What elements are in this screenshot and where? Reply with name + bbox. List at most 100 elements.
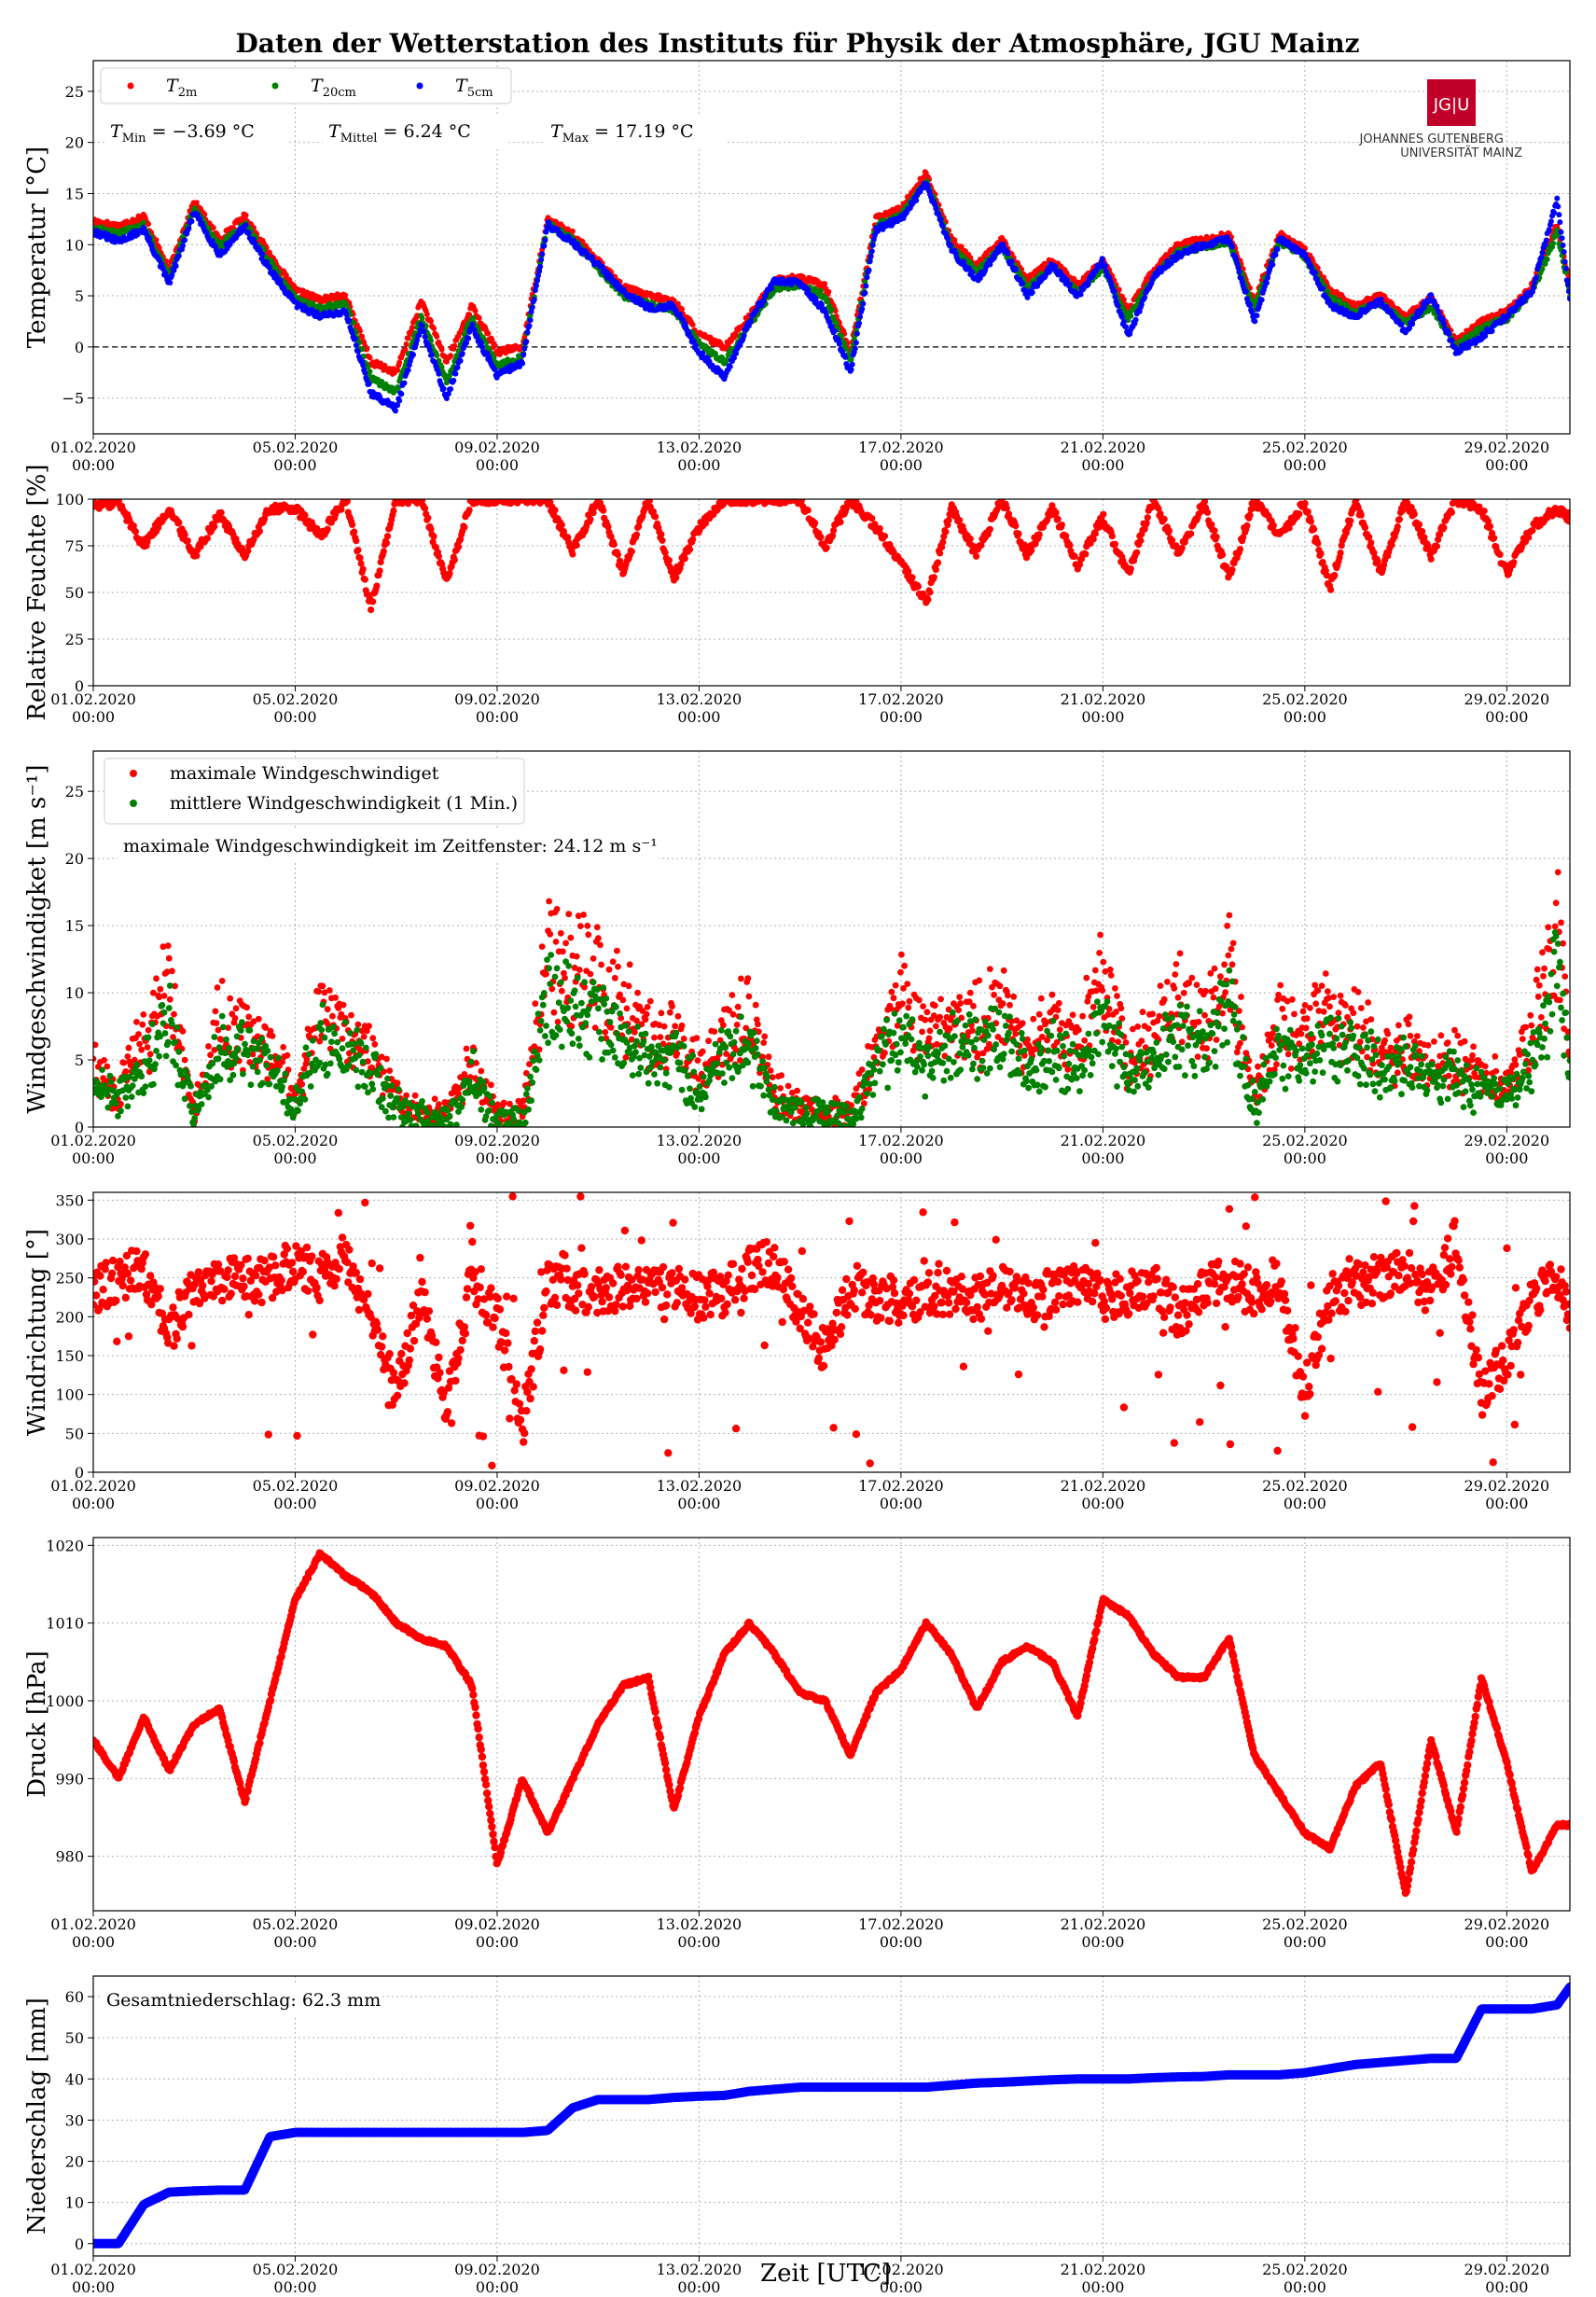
data-point (1561, 258, 1568, 265)
data-point (414, 313, 421, 319)
data-point (1539, 266, 1546, 271)
data-point (395, 367, 401, 373)
data-point (521, 345, 528, 352)
data-point (346, 317, 353, 324)
data-point (461, 523, 468, 531)
data-point (520, 360, 526, 367)
data-point (405, 367, 411, 373)
data-point (1551, 210, 1558, 216)
data-point (184, 537, 191, 545)
data-point (528, 309, 534, 315)
data-point (531, 297, 537, 303)
data-point (438, 346, 445, 353)
data-point (421, 328, 427, 335)
data-point (132, 528, 139, 536)
data-point (536, 268, 543, 274)
data-point (1544, 257, 1550, 262)
data-point (526, 323, 533, 329)
data-point (436, 370, 442, 377)
data-point (866, 267, 872, 273)
data-point (1546, 227, 1552, 233)
data-point (382, 539, 391, 547)
data-point (1543, 237, 1549, 244)
data-point (367, 369, 373, 375)
data-point (860, 300, 867, 307)
data-point (491, 355, 497, 361)
data-point (351, 528, 358, 536)
data-point (842, 354, 849, 360)
y-tick-label: 50 (65, 584, 84, 602)
data-point (843, 346, 850, 352)
data-point (390, 507, 397, 515)
data-point (361, 576, 368, 583)
data-point (434, 353, 440, 358)
data-point (266, 265, 272, 271)
data-point (862, 279, 868, 285)
data-point (366, 381, 372, 387)
data-point (817, 287, 824, 294)
data-point (1554, 195, 1561, 202)
data-point (1428, 292, 1435, 299)
data-point (674, 300, 681, 307)
data-point (360, 362, 367, 369)
data-point (1558, 229, 1564, 235)
data-point (1270, 261, 1276, 268)
data-point (537, 263, 544, 270)
data-point (535, 272, 541, 279)
data-point (569, 228, 576, 234)
data-point (719, 355, 726, 361)
data-point (402, 346, 409, 353)
data-point (353, 342, 359, 348)
data-point (243, 212, 249, 218)
data-point (1123, 324, 1129, 330)
data-point (1489, 327, 1495, 334)
data-point (1272, 252, 1279, 258)
data-point (1446, 330, 1452, 337)
data-point (259, 251, 266, 258)
data-point (724, 356, 730, 363)
data-point (428, 338, 434, 344)
data-point (1102, 263, 1108, 270)
y-tick-label: 15 (65, 185, 84, 202)
data-point (831, 327, 838, 334)
data-point (857, 313, 864, 320)
data-point (1029, 289, 1035, 296)
data-point (356, 554, 364, 562)
data-point (367, 355, 373, 361)
data-point (440, 385, 447, 392)
data-point (1547, 218, 1554, 225)
data-point (343, 311, 350, 317)
data-point (542, 237, 548, 244)
y-tick-label: 25 (65, 83, 84, 101)
data-point (193, 552, 201, 560)
data-point (395, 402, 401, 409)
data-point (828, 306, 835, 313)
x-tick-label: 25.02.2020 00:00 (1262, 439, 1348, 474)
data-point (203, 535, 211, 542)
data-point (1258, 297, 1265, 303)
data-point (438, 364, 445, 370)
data-point (825, 298, 831, 304)
data-point (1320, 285, 1326, 292)
data-layer (93, 169, 1570, 414)
data-point (419, 315, 425, 321)
y-tick-label: 0 (75, 339, 84, 356)
data-point (301, 511, 309, 519)
data-point (210, 225, 216, 231)
data-point (272, 265, 279, 271)
data-point (713, 351, 718, 356)
data-point (423, 323, 429, 329)
data-point (188, 218, 195, 225)
y-axis-label: Relative Feuchte [%] (23, 464, 51, 720)
data-point (365, 364, 371, 370)
data-point (848, 367, 854, 373)
data-point (863, 283, 869, 289)
data-point (362, 369, 368, 376)
data-point (1538, 255, 1545, 260)
data-point (689, 322, 696, 327)
data-point (359, 565, 367, 573)
data-point (448, 353, 454, 359)
data-point (1005, 250, 1011, 257)
data-point (805, 286, 812, 293)
